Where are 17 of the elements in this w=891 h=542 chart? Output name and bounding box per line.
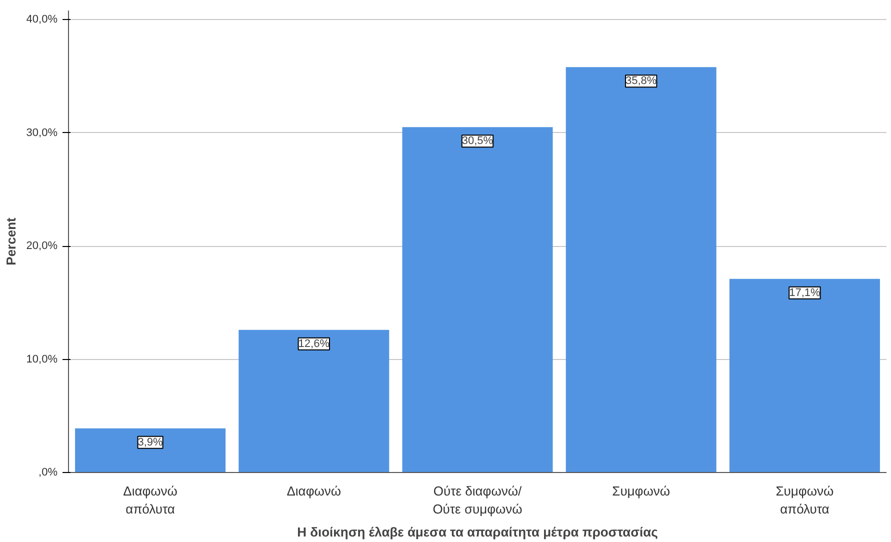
y-tick-label: ,0% xyxy=(38,466,58,478)
y-tick-label: 30,0% xyxy=(26,126,58,139)
x-axis-title: Η διοίκηση έλαβε άμεσα τα απαραίτητα μέτρα προστασίας xyxy=(297,524,658,540)
y-tick-label: 20,0% xyxy=(26,240,58,252)
bar xyxy=(238,330,390,472)
y-tick-label: 40,0% xyxy=(26,14,58,26)
x-tick-label: Ούτε διαφωνώ/ Ούτε συμφωνώ xyxy=(432,484,522,516)
bar xyxy=(75,428,226,472)
y-tick-label: 10,0% xyxy=(26,353,58,366)
y-axis-title: Percent xyxy=(3,216,18,266)
x-tick-label: Διαφωνώ xyxy=(286,484,342,498)
x-tick-label: Διαφωνώ απόλυτα xyxy=(123,484,178,516)
x-tick-label: Συμφωνώ xyxy=(612,484,670,498)
bar xyxy=(729,278,880,472)
bar xyxy=(402,127,553,472)
x-tick-label: Συμφωνώ απόλυτα xyxy=(776,484,834,516)
bar xyxy=(566,67,716,472)
